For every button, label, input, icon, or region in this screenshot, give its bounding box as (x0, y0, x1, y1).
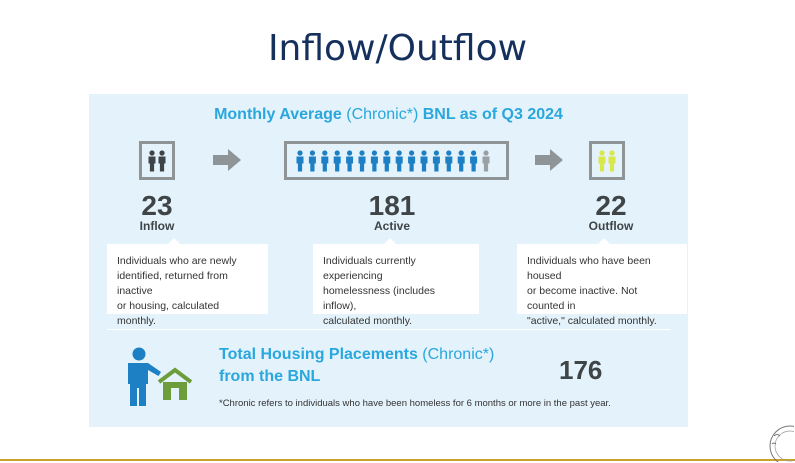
person-figure (308, 149, 316, 171)
person-figure (432, 149, 440, 171)
chronic-footnote: *Chronic refers to individuals who have … (219, 398, 611, 409)
person-house-icon (128, 347, 193, 406)
infographic-header: Monthly Average (Chronic*) BNL as of Q3 … (89, 106, 688, 124)
header-text-date: BNL as of Q3 2024 (418, 106, 563, 123)
inflow-description: Individuals who are newly identified, re… (107, 238, 268, 327)
person-figure (457, 149, 465, 171)
person-figure (445, 149, 453, 171)
header-text-main: Monthly Average (214, 106, 347, 123)
total-placements-title: Total Housing Placements (Chronic*) from… (219, 346, 495, 385)
inflow-label: Inflow (139, 219, 175, 233)
inflow-value: 23 (141, 190, 173, 221)
outflow-description: Individuals who have been housed or beco… (517, 238, 687, 327)
active-value: 181 (368, 190, 416, 221)
person-figure (482, 149, 490, 171)
outflow-label: Outflow (588, 219, 634, 233)
person-figure (383, 149, 391, 171)
active-people-icon (284, 141, 509, 180)
header-text-chronic: (Chronic*) (346, 106, 419, 123)
bottom-rule (0, 459, 795, 461)
person-figure (408, 149, 416, 171)
active-label: Active (373, 219, 411, 233)
section-divider (107, 329, 670, 330)
person-figure (370, 149, 378, 171)
outflow-value: 22 (595, 190, 627, 221)
active-description: Individuals currently experiencing homel… (313, 238, 479, 327)
arrow-right-icon (213, 149, 241, 171)
outflow-people-icon (589, 141, 625, 180)
person-figure (321, 149, 329, 171)
seal-logo-icon (769, 425, 794, 462)
slide-title: Inflow/Outflow (267, 28, 528, 69)
person-figure (470, 149, 478, 171)
person-figure (395, 149, 403, 171)
person-figure (420, 149, 428, 171)
infographic-panel: Monthly Average (Chronic*) BNL as of Q3 … (89, 94, 688, 427)
person-figure (296, 149, 304, 171)
person-figure (358, 149, 366, 171)
total-placements-value: 176 (559, 355, 603, 385)
person-figure (346, 149, 354, 171)
inflow-people-icon (139, 141, 175, 180)
arrow-right-icon (535, 149, 563, 171)
person-figure (333, 149, 341, 171)
